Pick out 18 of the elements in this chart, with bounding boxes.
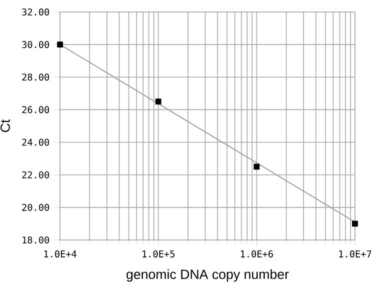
point (155, 98, 162, 105)
y-tick-label: 20.00 (22, 204, 50, 211)
x-tick-label: 1.0E+7 (339, 250, 372, 258)
y-tick-label: 22.00 (22, 171, 50, 178)
y-tick-label: 26.00 (22, 106, 50, 114)
x-tick-label: 1.0E+4 (44, 250, 76, 258)
y-tick-label: 32.00 (22, 8, 50, 16)
point (352, 220, 358, 227)
y-tick-label: 24.00 (22, 138, 50, 146)
y-tick-label: 30.00 (22, 41, 50, 48)
x-axis-title: genomic DNA copy number (126, 269, 289, 282)
y-tick-label: 28.00 (22, 74, 50, 81)
point (57, 42, 63, 48)
x-tick-label: 1.0E+6 (240, 250, 273, 258)
x-tick-label: 1.0E+5 (142, 250, 174, 258)
point (254, 164, 260, 170)
y-axis-title: Ct (0, 119, 10, 132)
y-tick-label: 18.00 (22, 236, 50, 244)
